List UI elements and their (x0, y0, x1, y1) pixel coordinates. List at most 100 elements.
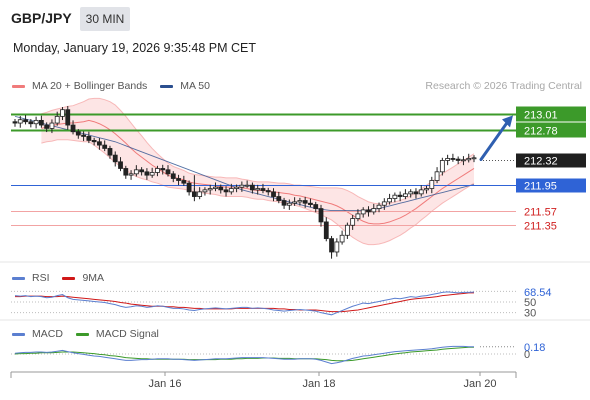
candle-body (228, 188, 234, 193)
rsi-legend: RSI 9MA (12, 272, 114, 284)
x-tick-label-1: Jan 18 (302, 378, 335, 390)
timeframe-badge[interactable]: 30 MIN (80, 7, 130, 31)
rsi-line (14, 291, 475, 316)
candle-body (70, 124, 76, 133)
candle-body (28, 121, 34, 125)
candle-body (112, 154, 118, 163)
ma20-label: MA 20 + Bollinger Bands (32, 80, 148, 92)
candle-body (313, 204, 319, 209)
candle-body (297, 200, 303, 203)
candle-body (128, 173, 134, 176)
candle-body (265, 190, 271, 193)
macd-signal-line (14, 346, 474, 362)
candle-body (439, 160, 445, 173)
forecast-arrow-head (502, 115, 513, 128)
resistance-tag-0 (516, 106, 586, 122)
rsi-value-label: 68.54 (524, 287, 552, 299)
resistance-value-1: 212.78 (524, 126, 558, 138)
ma50-line (14, 115, 475, 212)
macd-legend: MACD MACD Signal (12, 328, 169, 340)
candle-body (302, 200, 308, 204)
candle-body (371, 208, 377, 213)
candle-body (155, 168, 160, 173)
rsi-9ma-line (15, 292, 474, 313)
candle-body (118, 161, 123, 169)
candle-body (139, 169, 145, 173)
macd-value-label: 0.18 (524, 342, 545, 354)
signal-swatch (75, 332, 89, 336)
legend-item-signal: MACD Signal (75, 328, 159, 340)
candle-body (418, 189, 424, 195)
bollinger-upper-line (41, 97, 475, 205)
last-price-value: 212.32 (524, 156, 558, 168)
candle-body (455, 158, 461, 161)
candle-body (23, 119, 28, 123)
macd-line (14, 345, 474, 365)
candle-body (213, 186, 218, 189)
candle-body (408, 191, 414, 195)
legend-item-macd: MACD (12, 328, 63, 340)
candle-body (244, 184, 250, 187)
ma9-label: 9MA (82, 272, 105, 284)
candle-body (318, 208, 324, 223)
candle-body (239, 184, 245, 188)
ma50-label: MA 50 (180, 80, 210, 92)
candle-body (38, 119, 44, 126)
ma50-swatch (160, 84, 174, 88)
timestamp: Monday, January 19, 2026 9:35:48 PM CET (13, 41, 256, 55)
macd-label: MACD (32, 328, 63, 340)
chart-header: GBP/JPY 30 MIN (0, 0, 590, 40)
support-value-5: 211.35 (524, 221, 557, 233)
candle-body (223, 189, 229, 193)
candle-body (376, 204, 382, 209)
candle-body (445, 158, 451, 161)
rsi-swatch (12, 276, 25, 280)
candle-body (308, 202, 313, 205)
pivot-tag (516, 178, 586, 193)
candle-body (202, 189, 208, 193)
candle-body (434, 171, 440, 181)
resistance-value-0: 213.01 (524, 110, 558, 122)
rsi-label: RSI (32, 272, 50, 284)
candle-body (123, 168, 129, 176)
candle-body (75, 131, 81, 136)
candle-body (255, 188, 261, 191)
rsi-level-label-1: 50 (524, 297, 536, 309)
candle-body (292, 201, 298, 204)
candle-body (81, 134, 86, 137)
candle-body (424, 188, 429, 191)
candle-body (144, 171, 150, 176)
candle-body (17, 119, 23, 124)
candle-body (334, 241, 340, 253)
bollinger-band (41, 98, 475, 245)
candle-body (133, 169, 139, 175)
legend-item-ma20: MA 20 + Bollinger Bands (12, 80, 147, 92)
candle-body (218, 186, 224, 191)
candle-body (107, 148, 113, 156)
macd-swatch (12, 332, 25, 336)
signal-label: MACD Signal (95, 328, 159, 340)
candle-body (207, 188, 213, 191)
candle-body (461, 159, 466, 162)
candle-body (387, 198, 392, 203)
candle-body (429, 180, 435, 189)
candle-body (86, 136, 92, 141)
x-tick-label-0: Jan 16 (148, 378, 181, 390)
symbol-title: GBP/JPY (11, 10, 72, 26)
candle-body (360, 209, 366, 215)
candle-body (102, 144, 108, 149)
ma9-swatch (62, 276, 76, 280)
candle-body (323, 221, 329, 240)
candle-body (49, 122, 55, 129)
candle-body (176, 178, 181, 181)
resistance-tag-1 (516, 122, 586, 138)
candle-body (250, 184, 255, 191)
rsi-value-bg (518, 286, 564, 299)
x-tick-label-2: Jan 20 (463, 378, 496, 390)
legend-item-rsi: RSI (12, 272, 50, 284)
candle-body (271, 191, 276, 197)
credit-text: Research © 2026 Trading Central (425, 80, 582, 92)
candle-body (234, 186, 239, 189)
candle-body (44, 124, 50, 129)
